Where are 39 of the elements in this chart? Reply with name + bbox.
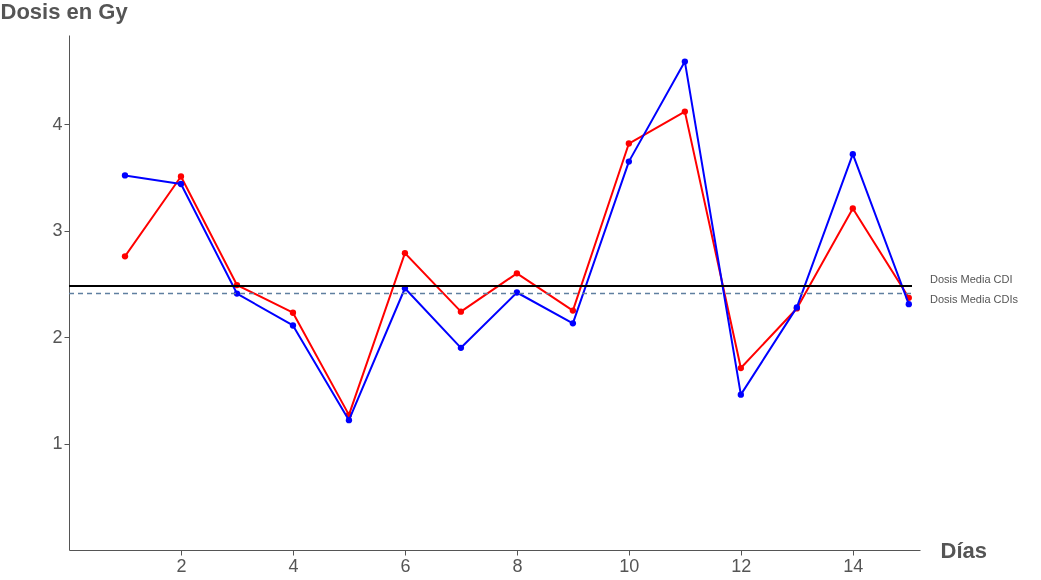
point (513, 270, 521, 277)
point (737, 364, 744, 372)
y-axis-title: Dosis en Gy (0, 0, 129, 24)
x-tick-label: 2 (176, 555, 187, 576)
y-tick-label: 1 (52, 433, 63, 454)
x-tick-label: 12 (731, 555, 752, 576)
point (849, 151, 856, 158)
ref-line-label: Dosis Media CDIs (930, 292, 1019, 305)
point (121, 172, 129, 179)
x-tick-label: 14 (843, 555, 864, 576)
x-tick-label: 4 (288, 555, 299, 576)
point (681, 58, 689, 65)
point (737, 391, 744, 398)
point (177, 180, 185, 188)
point (513, 289, 521, 296)
point (457, 308, 465, 315)
x-tick-label: 6 (400, 555, 411, 576)
x-tick-label: 10 (619, 555, 640, 576)
point (681, 108, 689, 115)
point (457, 344, 465, 351)
point (289, 322, 297, 329)
ref-line-label: Dosis Media CDI (930, 273, 1013, 286)
x-axis-title: Días (940, 537, 987, 563)
point (289, 309, 297, 316)
y-tick-label: 3 (52, 220, 63, 241)
point (121, 253, 129, 260)
y-tick-label: 2 (52, 326, 63, 347)
point (569, 320, 577, 327)
point (625, 140, 633, 147)
y-tick-label: 4 (52, 113, 63, 134)
point (569, 307, 577, 314)
point (625, 158, 633, 165)
point (401, 249, 409, 257)
point (233, 290, 241, 297)
point (849, 205, 856, 212)
point (345, 417, 353, 424)
point (177, 173, 185, 180)
point (905, 301, 912, 308)
x-tick-label: 8 (512, 555, 523, 576)
